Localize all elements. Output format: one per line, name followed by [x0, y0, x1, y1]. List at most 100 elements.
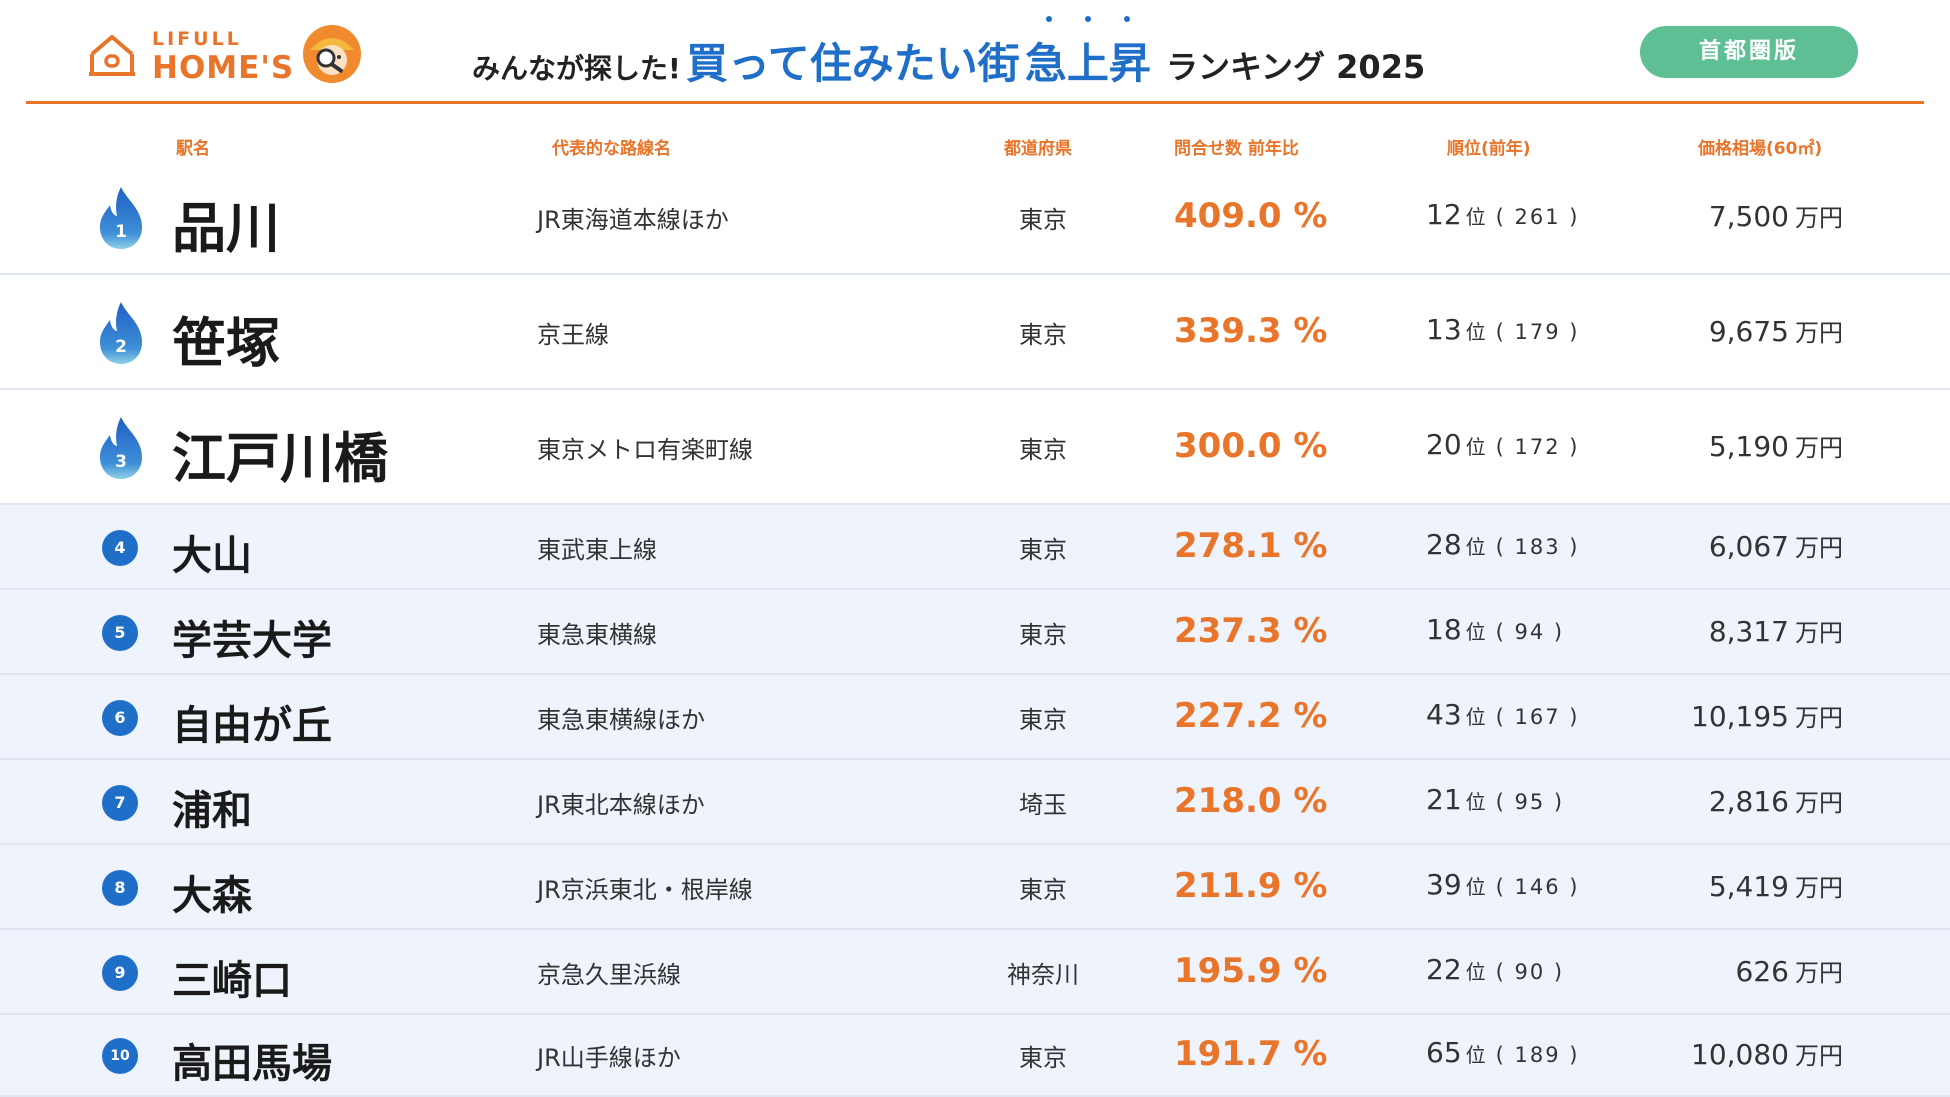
- table-row[interactable]: 10 高田馬場 JR山手線ほか 東京 191.7 % 65 位 ( 189 ) 10,080 万円: [0, 1015, 1950, 1097]
- rank-unit: 位: [1465, 319, 1486, 344]
- rank-number: 2: [115, 337, 127, 357]
- price-estimate: 6,067 万円: [1709, 528, 1843, 563]
- price-estimate: 5,190 万円: [1709, 428, 1843, 463]
- table-row[interactable]: 7 浦和 JR東北本線ほか 埼玉 218.0 % 21 位 ( 95 ) 2,816 万円: [0, 760, 1950, 845]
- station-name[interactable]: 江戸川橋: [172, 427, 388, 491]
- table-row[interactable]: 3 江戸川橋 東京メトロ有楽町線 東京 300.0 % 20 位 ( 172 ) 5,190 万円: [0, 390, 1950, 505]
- table-row[interactable]: 1 品川 JR東海道本線ほか 東京 409.0 % 12 位 ( 261 ) 7,500 万円: [0, 160, 1950, 275]
- station-name[interactable]: 大山: [172, 532, 252, 579]
- table-row[interactable]: 5 学芸大学 東急東横線 東京 237.3 % 18 位 ( 94 ) 8,317 万円: [0, 590, 1950, 675]
- price-estimate: 10,195 万円: [1691, 698, 1843, 733]
- previous-rank: ( 146 ): [1495, 874, 1580, 899]
- emphasis-dots: [1025, 16, 1151, 22]
- price-value: 10,195: [1691, 699, 1789, 733]
- price-value: 7,500: [1708, 199, 1789, 233]
- prefecture: 東京: [1019, 705, 1067, 734]
- rank-unit: 位: [1465, 434, 1486, 459]
- previous-rank: ( 95 ): [1495, 789, 1565, 814]
- previous-rank: ( 90 ): [1495, 959, 1565, 984]
- inquiry-growth: 195.9 %: [1174, 950, 1328, 991]
- price-value: 626: [1735, 954, 1789, 988]
- current-rank: 43: [1426, 697, 1462, 731]
- prefecture: 東京: [1019, 1044, 1067, 1072]
- station-name[interactable]: 学芸大学: [172, 617, 332, 664]
- station-name[interactable]: 自由が丘: [172, 702, 332, 749]
- current-rank: 22: [1426, 952, 1462, 986]
- price-unit: 万円: [1795, 533, 1843, 562]
- rank-unit: 位: [1465, 1043, 1486, 1067]
- rank-current-previous: 43 位 ( 167 ): [1426, 698, 1579, 731]
- previous-rank: ( 189 ): [1495, 1043, 1580, 1067]
- price-estimate: 9,675 万円: [1709, 313, 1843, 348]
- price-unit: 万円: [1795, 873, 1843, 902]
- inquiry-growth: 227.2 %: [1174, 695, 1328, 736]
- current-rank: 18: [1426, 612, 1462, 646]
- table-row[interactable]: 2 笹塚 京王線 東京 339.3 % 13 位 ( 179 ) 9,675 万円: [0, 275, 1950, 390]
- inquiry-growth: 211.9 %: [1174, 865, 1328, 906]
- price-estimate: 5,419 万円: [1709, 868, 1843, 903]
- line-name: 京急久里浜線: [537, 960, 681, 989]
- title-emphasis-text: 急上昇: [1024, 39, 1151, 88]
- previous-rank: ( 172 ): [1495, 434, 1580, 459]
- prefecture: 東京: [1019, 620, 1067, 649]
- rank-badge: 8: [102, 869, 138, 906]
- station-name[interactable]: 浦和: [172, 787, 252, 834]
- rank-unit: 位: [1465, 704, 1486, 729]
- rank-current-previous: 21 位 ( 95 ): [1426, 783, 1564, 816]
- column-header-line: 代表的な路線名: [552, 139, 671, 159]
- rank-unit: 位: [1465, 204, 1486, 229]
- line-name: JR山手線ほか: [537, 1044, 681, 1072]
- line-name: 京王線: [537, 320, 609, 349]
- previous-rank: ( 183 ): [1495, 534, 1580, 559]
- table-row[interactable]: 9 三崎口 京急久里浜線 神奈川 195.9 % 22 位 ( 90 ) 626 万円: [0, 930, 1950, 1015]
- previous-rank: ( 179 ): [1495, 319, 1580, 344]
- line-name: 東急東横線: [537, 620, 657, 649]
- inquiry-growth: 218.0 %: [1174, 780, 1328, 821]
- rank-current-previous: 12 位 ( 261 ): [1426, 198, 1579, 231]
- current-rank: 13: [1426, 312, 1462, 346]
- station-name[interactable]: 高田馬場: [172, 1041, 332, 1088]
- price-unit: 万円: [1795, 788, 1843, 817]
- inquiry-growth: 409.0 %: [1174, 195, 1328, 236]
- station-name[interactable]: 品川: [172, 197, 280, 261]
- station-name[interactable]: 笹塚: [172, 312, 280, 376]
- station-name[interactable]: 三崎口: [172, 957, 292, 1004]
- table-row[interactable]: 4 大山 東武東上線 東京 278.1 % 28 位 ( 183 ) 6,067 万円: [0, 505, 1950, 590]
- price-value: 6,067: [1708, 529, 1789, 563]
- price-estimate: 626 万円: [1736, 953, 1843, 988]
- price-estimate: 2,816 万円: [1709, 783, 1843, 818]
- current-rank: 21: [1426, 782, 1462, 816]
- price-value: 5,190: [1708, 429, 1789, 463]
- line-name: JR京浜東北・根岸線: [537, 875, 753, 904]
- previous-rank: ( 167 ): [1495, 704, 1580, 729]
- rank-badge: 7: [102, 784, 138, 821]
- line-name: JR東北本線ほか: [537, 790, 705, 819]
- price-unit: 万円: [1795, 318, 1843, 347]
- rank-badge: 9: [102, 954, 138, 991]
- station-name[interactable]: 大森: [172, 872, 252, 919]
- price-estimate: 8,317 万円: [1709, 613, 1843, 648]
- line-name: 東京メトロ有楽町線: [537, 435, 753, 464]
- rank-current-previous: 22 位 ( 90 ): [1426, 953, 1564, 986]
- rank-unit: 位: [1465, 789, 1486, 814]
- column-header-price: 価格相場(60㎡): [1698, 139, 1823, 159]
- rank-current-previous: 65 位 ( 189 ): [1426, 1036, 1579, 1069]
- price-value: 5,419: [1708, 869, 1789, 903]
- price-value: 10,080: [1691, 1038, 1789, 1071]
- rank-current-previous: 18 位 ( 94 ): [1426, 613, 1564, 646]
- region-button[interactable]: 首都圏版: [1640, 26, 1858, 78]
- table-row[interactable]: 6 自由が丘 東急東横線ほか 東京 227.2 % 43 位 ( 167 ) 10,195 万円: [0, 675, 1950, 760]
- rank-flame-icon: 3: [100, 416, 142, 479]
- prefecture: 東京: [1019, 205, 1067, 234]
- previous-rank: ( 94 ): [1495, 619, 1565, 644]
- inquiry-growth: 237.3 %: [1174, 610, 1328, 651]
- title-main: 買って住みたい街: [685, 39, 1020, 88]
- rank-current-previous: 39 位 ( 146 ): [1426, 868, 1579, 901]
- rank-badge: 10: [102, 1038, 138, 1074]
- rank-number: 3: [115, 452, 127, 472]
- table-row[interactable]: 8 大森 JR京浜東北・根岸線 東京 211.9 % 39 位 ( 146 ) 5,419 万円: [0, 845, 1950, 930]
- current-rank: 28: [1426, 527, 1462, 561]
- current-rank: 12: [1426, 197, 1462, 231]
- lifull-homes-logo[interactable]: LIFULL HOME'S: [88, 22, 388, 86]
- prefecture: 東京: [1019, 535, 1067, 564]
